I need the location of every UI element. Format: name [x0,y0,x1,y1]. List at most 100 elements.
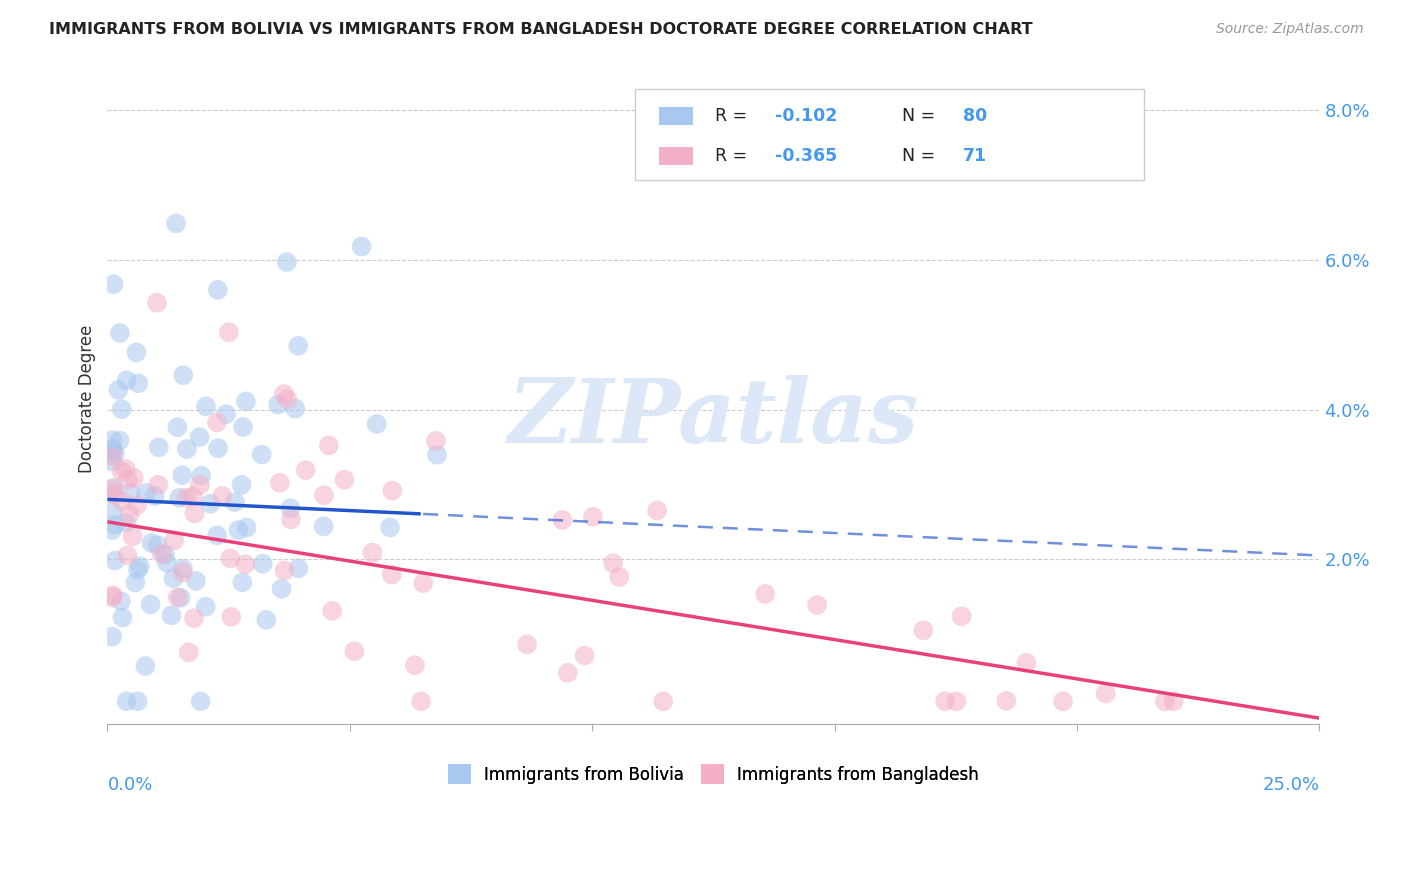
Point [111,402,134,417]
Point [412,576,434,591]
Point [205,528,228,542]
Point [166,420,188,434]
Point [103,481,125,495]
Point [107,383,129,397]
Point [995,694,1018,708]
Point [101,482,124,496]
Point [645,503,668,517]
Point [117,549,139,563]
Point [267,398,290,412]
Point [254,613,277,627]
Point [235,394,257,409]
Point [115,694,138,708]
Point [184,574,207,588]
Point [273,564,295,578]
Point [172,566,194,580]
Point [207,283,229,297]
Text: R =: R = [714,147,752,165]
Point [361,546,384,560]
Point [146,538,169,552]
Point [111,610,134,624]
Point [101,588,124,602]
Text: 0.0%: 0.0% [107,776,153,794]
Point [219,610,242,624]
Point [945,694,967,708]
Point [207,441,229,455]
Point [108,326,131,340]
Point [318,438,340,452]
Point [287,339,309,353]
Point [321,604,343,618]
Point [269,475,291,490]
Point [162,571,184,585]
Point [231,477,253,491]
Point [135,486,157,500]
Text: ZIPatlas: ZIPatlas [508,375,920,461]
Point [122,471,145,485]
Point [194,599,217,614]
Y-axis label: Doctorate Degree: Doctorate Degree [79,324,96,473]
Point [280,512,302,526]
Point [350,239,373,253]
Point [276,255,298,269]
Point [104,517,127,532]
Point [200,497,222,511]
Point [125,345,148,359]
Point [115,373,138,387]
Point [101,523,124,537]
Point [146,295,169,310]
Point [103,443,125,458]
Point [101,450,124,464]
Point [404,658,426,673]
Point [343,644,366,658]
Point [148,477,170,491]
Point [378,520,401,534]
Point [183,507,205,521]
Point [409,694,432,708]
Point [582,509,605,524]
Point [205,416,228,430]
Point [609,570,631,584]
Legend: Immigrants from Bolivia, Immigrants from Bangladesh: Immigrants from Bolivia, Immigrants from… [441,757,986,790]
Point [141,536,163,550]
Point [110,494,132,508]
Text: 71: 71 [963,147,987,165]
Point [188,430,211,444]
Point [602,556,624,570]
Point [172,561,194,575]
FancyBboxPatch shape [659,147,693,165]
Point [128,559,150,574]
Point [294,463,316,477]
Point [235,521,257,535]
Point [176,491,198,505]
Point [228,523,250,537]
Point [287,561,309,575]
Point [232,420,254,434]
Point [134,659,156,673]
Point [574,648,596,663]
Point [121,529,143,543]
Point [934,694,956,708]
Point [333,473,356,487]
Point [103,277,125,292]
Point [169,491,191,505]
Point [104,447,127,461]
Point [163,533,186,548]
Point [172,468,194,483]
Text: IMMIGRANTS FROM BOLIVIA VS IMMIGRANTS FROM BANGLADESH DOCTORATE DEGREE CORRELATI: IMMIGRANTS FROM BOLIVIA VS IMMIGRANTS FR… [49,22,1033,37]
Point [252,557,274,571]
Point [104,553,127,567]
Text: N =: N = [903,107,941,125]
Point [231,575,253,590]
Point [224,495,246,509]
Point [425,434,447,448]
Point [950,609,973,624]
Text: Source: ZipAtlas.com: Source: ZipAtlas.com [1216,22,1364,37]
Point [312,519,335,533]
Point [110,464,132,478]
Point [101,630,124,644]
Point [219,551,242,566]
Point [188,478,211,492]
Point [177,645,200,659]
Point [426,448,449,462]
